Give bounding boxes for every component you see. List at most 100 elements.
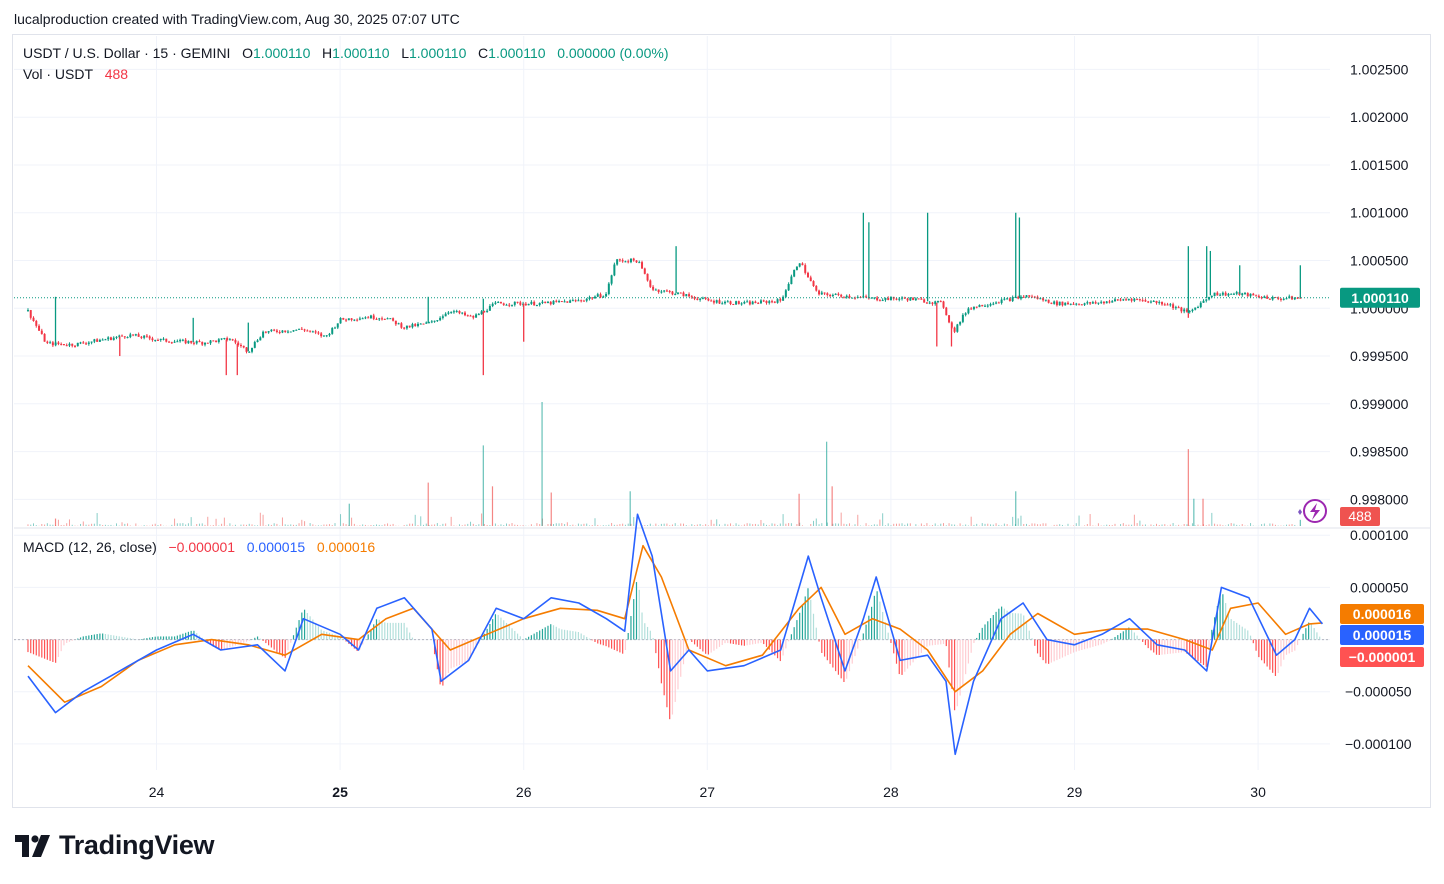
candle-body: [358, 318, 361, 320]
candle-body: [1127, 299, 1130, 301]
candle-body: [455, 310, 458, 312]
candle-body: [1285, 298, 1288, 300]
candle-body: [430, 321, 433, 323]
candle-body: [718, 300, 721, 304]
candle-body: [1246, 293, 1249, 297]
candle-body: [499, 302, 502, 304]
candle-body: [325, 335, 328, 337]
candle-body: [1053, 301, 1056, 304]
candle-body: [49, 342, 52, 344]
candle-body: [989, 304, 992, 306]
macd-indicator-label[interactable]: MACD (12, 26, close): [23, 539, 157, 555]
candle-body: [408, 325, 411, 328]
candle-body: [295, 329, 298, 331]
candle-body: [735, 301, 738, 305]
candle-body: [405, 325, 408, 329]
candle-body: [1080, 304, 1083, 306]
candle-body: [234, 340, 237, 343]
candle-body: [884, 297, 887, 301]
candle-body: [286, 331, 289, 333]
candle-body: [143, 335, 146, 338]
candle-body: [320, 333, 323, 337]
candle-body: [959, 321, 962, 325]
candle-body: [220, 338, 223, 340]
candle-body: [458, 310, 461, 314]
candle-body: [267, 331, 270, 333]
candle-body: [1232, 293, 1235, 295]
candle-body: [1208, 297, 1211, 300]
candle-body: [403, 327, 406, 329]
candle-body: [1047, 299, 1050, 303]
candle-body: [784, 290, 787, 297]
candle-body: [1097, 302, 1100, 304]
lightning-icon-ring: [1303, 499, 1327, 523]
time-axis-tick-label: 28: [883, 784, 899, 800]
candle-body: [1219, 294, 1222, 296]
candle-body: [992, 303, 995, 305]
candle-body: [613, 264, 616, 276]
candle-body: [538, 303, 541, 305]
candle-body: [115, 336, 118, 338]
candle-body: [906, 298, 909, 301]
candle-body: [389, 318, 392, 320]
price-axis-tick-label: 0.999000: [1350, 396, 1409, 412]
candle-body: [638, 262, 641, 264]
candle-body: [569, 300, 572, 303]
candle-body: [818, 290, 821, 295]
candle-body: [574, 300, 577, 302]
candle-body: [854, 297, 857, 299]
candle-body: [112, 337, 115, 340]
candle-body: [397, 323, 400, 325]
candle-body: [696, 298, 699, 300]
volume-value: 488: [104, 66, 129, 82]
candle-body: [1136, 298, 1139, 300]
candle-body: [248, 351, 251, 353]
volume-label[interactable]: Vol · USDT: [23, 66, 94, 82]
candle-body: [356, 319, 359, 321]
candle-body: [668, 291, 671, 293]
candle-body: [414, 324, 417, 327]
candle-body: [314, 331, 317, 333]
candle-body: [480, 311, 483, 315]
candle-body: [840, 294, 843, 297]
candle-body: [497, 302, 500, 304]
candle-body: [936, 301, 939, 303]
chart-caption: lucalproduction created with TradingView…: [14, 11, 460, 27]
candle-body: [748, 301, 751, 305]
candle-body: [1188, 311, 1191, 313]
candle-body: [134, 334, 137, 336]
candle-body: [660, 291, 663, 293]
candle-body: [96, 339, 99, 342]
candle-body: [306, 330, 309, 332]
candle-body: [1174, 307, 1177, 309]
candle-body: [137, 334, 140, 337]
candle-body: [757, 303, 760, 305]
candle-body: [654, 289, 657, 291]
candle-body: [945, 307, 948, 316]
candle-body: [1185, 309, 1188, 312]
candle-body: [129, 334, 132, 338]
macd-signal-line: [27, 544, 1323, 703]
candle-body: [1199, 302, 1202, 308]
time-axis-tick-label: 29: [1067, 784, 1083, 800]
candle-body: [262, 331, 265, 338]
candle-body: [1050, 302, 1053, 304]
candle-body: [920, 298, 923, 300]
tradingview-logo[interactable]: TradingView: [15, 830, 215, 861]
candle-body: [1271, 297, 1274, 300]
candle-body: [779, 299, 782, 301]
candle-body: [1058, 301, 1061, 306]
symbol-label[interactable]: USDT / U.S. Dollar · 15 · GEMINI: [23, 45, 231, 61]
candle-body: [1064, 302, 1067, 306]
candle-body: [1274, 297, 1277, 299]
candle-body: [903, 297, 906, 299]
candle-body: [361, 318, 364, 320]
candle-body: [624, 261, 627, 263]
candle-body: [322, 335, 325, 337]
candle-body: [206, 342, 209, 344]
candle-body: [560, 301, 563, 303]
candle-body: [79, 342, 82, 344]
candle-body: [975, 306, 978, 308]
candle-body: [676, 292, 679, 294]
